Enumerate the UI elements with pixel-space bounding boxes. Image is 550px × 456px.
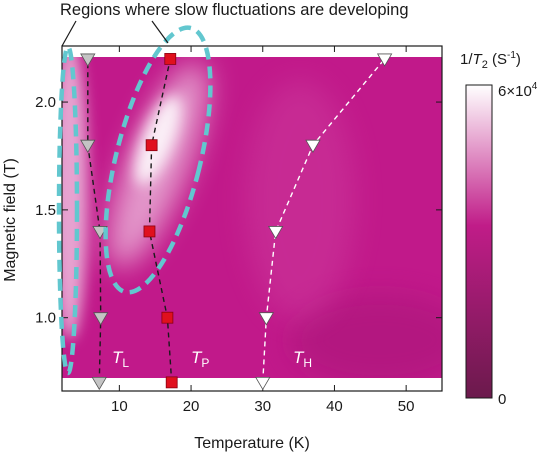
regions-annotation: Regions where slow fluctuations are deve… [60, 1, 409, 19]
series-label-tp: TP [191, 348, 209, 370]
data-point-t-p [143, 225, 156, 238]
plot-bottom-band [62, 378, 442, 391]
x-tick-label: 40 [326, 398, 343, 415]
colorbar: 1/T2 (S-1) 6×104 0 [460, 50, 538, 408]
data-point-t-l [91, 376, 107, 391]
x-tick-label: 30 [254, 398, 271, 415]
slow-fluctuation-region-center [103, 25, 213, 295]
y-tick-label: 1.5 [35, 202, 56, 219]
data-point-t-l [80, 139, 96, 153]
data-point-t-l [80, 53, 96, 67]
heatmap-dark-lower-right [290, 295, 442, 378]
x-tick-label: 50 [398, 398, 415, 415]
series-label-tl: TL [112, 348, 129, 370]
annotation-pointer-left [61, 20, 77, 47]
colorbar-gradient [465, 84, 493, 399]
y-tick-label: 1.0 [35, 310, 56, 327]
data-point-t-h [305, 139, 321, 153]
x-tick-label: 10 [111, 398, 128, 415]
y-ticks: 1.0 1.5 2.0 [35, 94, 442, 327]
heatmap-hot-core [134, 95, 182, 185]
heatmap-high-t-glow [245, 80, 355, 320]
data-point-t-h [258, 312, 275, 326]
colorbar-max-label: 6×104 [498, 81, 538, 100]
colorbar-min-label: 0 [498, 391, 506, 408]
data-point-t-p [145, 139, 158, 152]
y-axis-label: Magnetic field (T) [2, 158, 19, 282]
colorbar-title: 1/T2 (S-1) [460, 50, 521, 71]
series-line-t-h [262, 58, 386, 383]
data-point-t-p [165, 376, 178, 389]
data-point-t-h [255, 376, 271, 391]
data-point-t-h [267, 226, 284, 240]
heatmap [62, 57, 442, 378]
x-ticks: 10 20 30 40 50 [111, 46, 414, 415]
data-point-t-p [164, 53, 177, 65]
series-label-th: TH [293, 348, 312, 370]
series-layer [80, 53, 393, 391]
data-point-t-l [93, 312, 109, 326]
slow-fluctuation-region-left [56, 44, 80, 376]
plot-top-band [62, 46, 442, 57]
plot-frame [61, 45, 443, 392]
x-axis-label: Temperature (K) [194, 435, 310, 452]
y-tick-label: 2.0 [35, 94, 56, 111]
data-point-t-p [161, 311, 174, 324]
data-point-t-h [376, 53, 393, 67]
x-tick-label: 20 [183, 398, 200, 415]
annotation-pointer-right [151, 20, 169, 44]
heatmap-low-field-edge [62, 57, 88, 340]
